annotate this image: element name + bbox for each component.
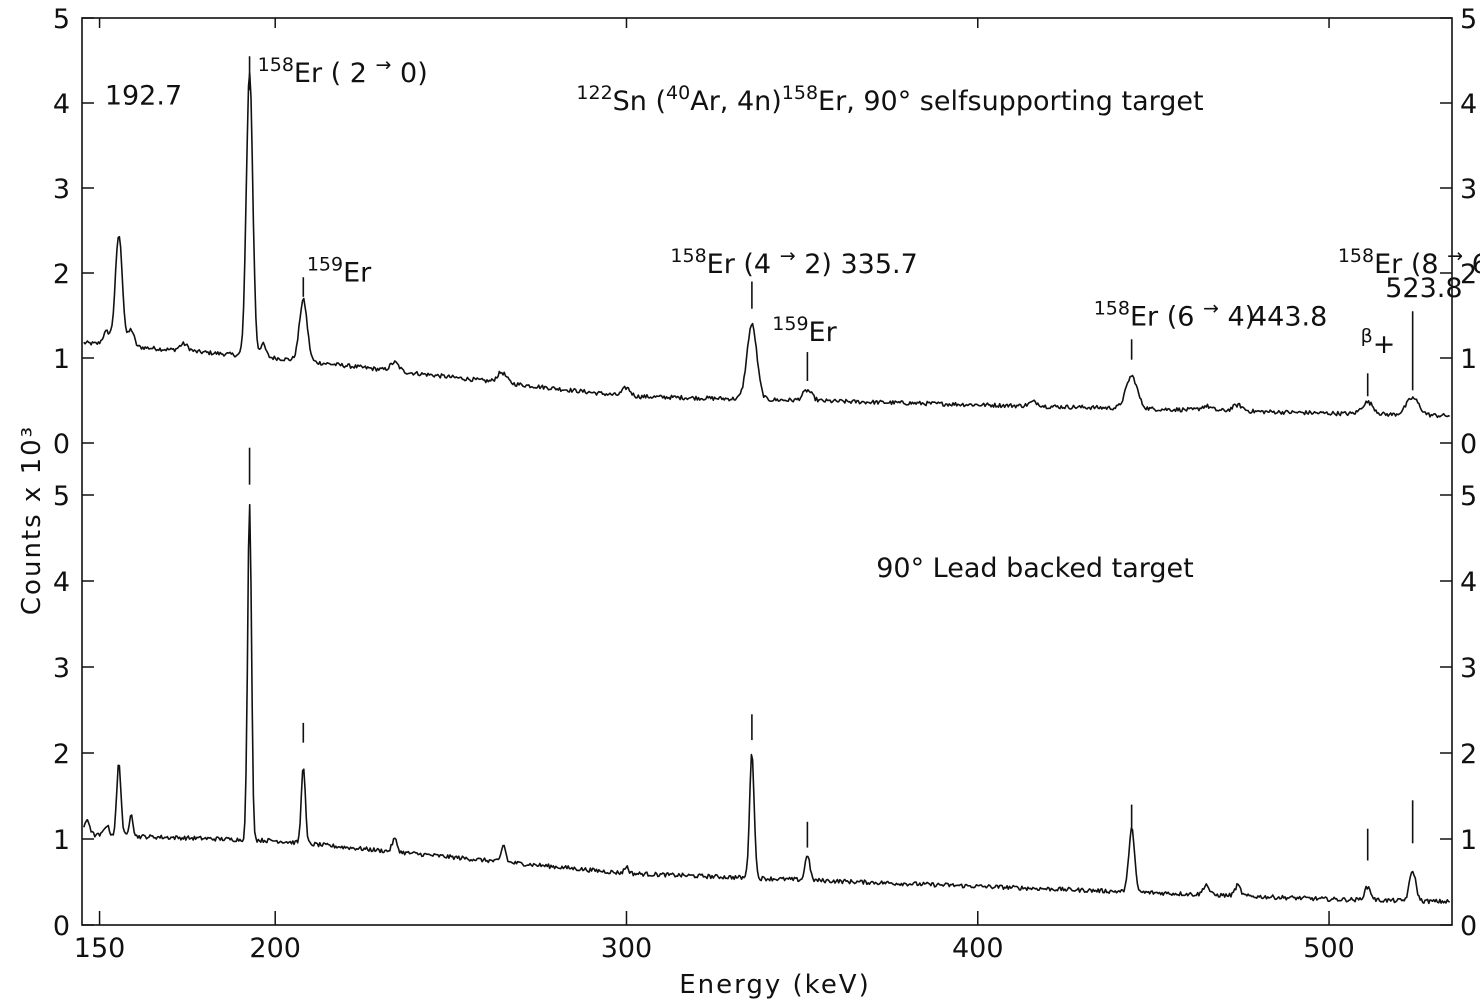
superscript: 122	[576, 82, 612, 104]
y-tick-label: 2	[53, 739, 70, 770]
x-tick-label: 500	[1303, 933, 1355, 964]
superscript: →	[780, 245, 796, 267]
label-text: Er (6	[1130, 302, 1203, 333]
label-text: Er	[809, 317, 838, 348]
y-tick-label: 1	[53, 825, 70, 856]
y-tick-label: 0	[53, 911, 70, 942]
y-tick-label: 4	[53, 89, 70, 120]
peak-label: 523.8	[1385, 273, 1462, 304]
superscript: →	[1447, 245, 1463, 267]
label-text: Er (8	[1374, 249, 1447, 280]
x-tick-label: 150	[74, 933, 126, 964]
label-text: 2) 335.7	[796, 249, 918, 280]
peak-label: 158Er (6 → 4)	[1094, 298, 1256, 333]
label-text: 90° Lead backed target	[876, 553, 1194, 584]
peak-label: 159Er	[307, 254, 372, 289]
superscript: 158	[1338, 245, 1374, 267]
peak-label: 192.7	[105, 81, 182, 112]
frame-border	[81, 17, 1453, 926]
x-tick-label: 300	[601, 933, 653, 964]
superscript: →	[1203, 298, 1219, 320]
superscript: β	[1361, 325, 1373, 347]
y-tick-label-right: 1	[1460, 344, 1477, 375]
label-text: Er	[343, 258, 372, 289]
y-tick-label: 5	[53, 4, 70, 35]
peak-label: β+	[1361, 325, 1396, 360]
label-text: 443.8	[1250, 302, 1327, 333]
peak-label: 158Er (8 → 6)	[1338, 245, 1480, 280]
label-text: 192.7	[105, 81, 182, 112]
y-tick-label-right: 2	[1460, 739, 1477, 770]
label-text: Er, 90° selfsupporting target	[818, 86, 1204, 117]
y-tick-label-right: 3	[1460, 174, 1477, 205]
label-text: 523.8	[1385, 273, 1462, 304]
y-tick-label: 2	[53, 259, 70, 290]
spectrum-line-bottom	[83, 503, 1451, 905]
label-text: 6)	[1463, 249, 1480, 280]
peak-label: 443.8	[1250, 302, 1327, 333]
y-tick-label: 0	[53, 429, 70, 460]
panel-title: 90° Lead backed target	[876, 553, 1194, 584]
superscript: 159	[307, 254, 343, 276]
label-text: Sn (	[613, 86, 666, 117]
panel-bottom: 0 0 1 1 2 2 3 3 4 4 5 5 90° Lead backed target	[53, 447, 1477, 942]
label-text: 0)	[391, 58, 427, 89]
y-tick-label: 1	[53, 344, 70, 375]
superscript: 159	[772, 313, 808, 335]
y-tick-label-right: 1	[1460, 825, 1477, 856]
y-tick-label-right: 3	[1460, 653, 1477, 684]
y-axis-title: Counts x 10³	[17, 425, 47, 615]
superscript: 158	[1094, 298, 1130, 320]
y-tick-label-right: 5	[1460, 4, 1477, 35]
label-text: 4)	[1219, 302, 1255, 333]
y-tick-label-right: 4	[1460, 567, 1477, 598]
x-axis-title: Energy (keV)	[679, 970, 871, 1000]
y-tick-label-right: 5	[1460, 481, 1477, 512]
superscript: 158	[670, 245, 706, 267]
peak-label: 158Er (4 → 2) 335.7	[670, 245, 917, 280]
y-tick-label-right: 0	[1460, 429, 1477, 460]
label-text: Ar, 4n)	[690, 86, 782, 117]
plot-frame	[81, 17, 1453, 926]
spectrum-line-top	[83, 72, 1450, 419]
y-tick-label-right: 4	[1460, 89, 1477, 120]
superscript: 158	[258, 54, 294, 76]
label-text: +	[1373, 329, 1396, 360]
peak-label: 159Er	[772, 313, 837, 348]
label-text: Er (4	[707, 249, 780, 280]
y-tick-label: 4	[53, 567, 70, 598]
superscript: 40	[666, 82, 690, 104]
label-text: Er ( 2	[294, 58, 376, 89]
x-tick-label: 200	[249, 933, 301, 964]
superscript: 158	[782, 82, 818, 104]
y-tick-label-right: 2	[1460, 259, 1477, 290]
y-tick-label: 3	[53, 174, 70, 205]
y-tick-label-right: 0	[1460, 911, 1477, 942]
panel-title: 122Sn (40Ar, 4n)158Er, 90° selfsupportin…	[576, 82, 1203, 117]
x-axis: 150 200 300 400 500	[74, 18, 1355, 964]
y-tick-label: 3	[53, 653, 70, 684]
x-tick-label: 400	[952, 933, 1004, 964]
y-tick-label: 5	[53, 481, 70, 512]
peak-label: 158Er ( 2 → 0)	[258, 54, 428, 89]
superscript: →	[376, 54, 392, 76]
